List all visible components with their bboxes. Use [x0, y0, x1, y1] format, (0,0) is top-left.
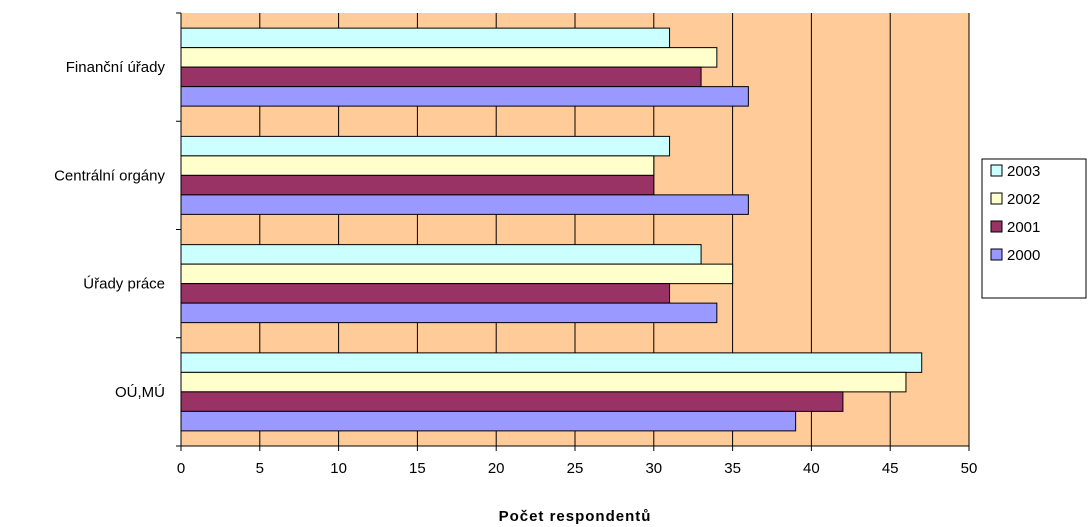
bar-2002-4: [180, 371, 907, 393]
category-label: Centrální orgány: [54, 167, 165, 184]
x-tick-label: 35: [724, 460, 741, 477]
x-tick-label: 15: [409, 460, 426, 477]
x-tick-label: 50: [961, 460, 978, 477]
bar-2003-1: [180, 27, 671, 49]
bar-2003-2: [180, 135, 671, 157]
legend-label-2003: 2003: [1007, 163, 1040, 180]
bar-2000-2: [180, 194, 749, 215]
bar-2000-3: [180, 302, 718, 324]
legend-label-2000: 2000: [1007, 247, 1040, 264]
x-axis-title: Počet respondentů: [499, 508, 652, 525]
legend-swatch-2003: [990, 164, 1003, 177]
axes-group: [176, 12, 970, 451]
bar-2001-1: [180, 66, 702, 88]
bar-2001-3: [180, 283, 671, 304]
bar-2003-4: [180, 352, 923, 373]
bars-group: [180, 27, 923, 432]
bar-2003-3: [180, 244, 702, 265]
x-tick-label: 0: [177, 460, 185, 477]
x-tick-label: 45: [882, 460, 899, 477]
legend-label-2001: 2001: [1007, 219, 1040, 236]
legend: 2003 2002 2001 2000: [981, 158, 1087, 299]
x-tick-label: 40: [803, 460, 820, 477]
category-labels: Finanční úřady Centrální orgány Úřady prác…: [54, 59, 165, 401]
category-label: Finanční úřady: [66, 59, 166, 76]
bar-2002-2: [180, 155, 655, 176]
bar-2001-4: [180, 391, 844, 412]
x-tick-label: 10: [330, 460, 347, 477]
bar-2000-4: [180, 410, 797, 432]
category-label: Úřady práce: [83, 276, 165, 293]
category-label: OÚ,MÚ: [115, 384, 165, 401]
bar-2002-3: [180, 263, 734, 285]
legend-swatch-2000: [990, 248, 1003, 261]
bar-2000-1: [180, 86, 749, 107]
x-tick-label: 25: [567, 460, 584, 477]
bar-2001-2: [180, 174, 655, 196]
legend-label-2002: 2002: [1007, 191, 1040, 208]
x-tick-label: 5: [256, 460, 264, 477]
x-tick-label: 30: [645, 460, 662, 477]
x-tick-labels: 0 5 10 15 20 25 30 35 40 45 50: [177, 460, 978, 477]
bar-2002-1: [180, 47, 718, 68]
legend-swatch-2002: [990, 192, 1003, 205]
x-tick-label: 20: [488, 460, 505, 477]
legend-swatch-2001: [990, 220, 1003, 233]
